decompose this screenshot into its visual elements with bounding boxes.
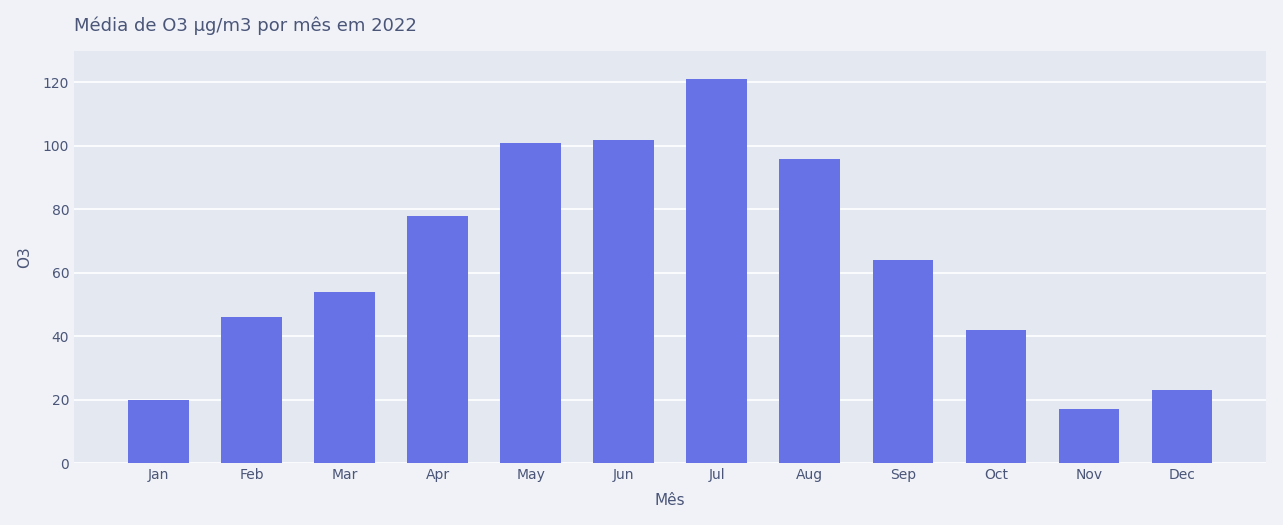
Bar bbox=[1152, 390, 1212, 464]
Bar bbox=[872, 260, 933, 464]
Bar bbox=[780, 159, 840, 464]
Y-axis label: O3: O3 bbox=[17, 246, 32, 268]
Bar bbox=[407, 216, 468, 464]
Text: Média de O3 µg/m3 por mês em 2022: Média de O3 µg/m3 por mês em 2022 bbox=[74, 17, 417, 35]
Bar bbox=[686, 79, 747, 464]
Bar bbox=[500, 143, 561, 464]
Bar bbox=[1058, 410, 1119, 464]
Bar bbox=[966, 330, 1026, 464]
Bar bbox=[594, 140, 654, 464]
X-axis label: Mês: Mês bbox=[654, 494, 685, 508]
Bar bbox=[314, 292, 375, 464]
Bar bbox=[128, 400, 189, 464]
Bar bbox=[221, 317, 282, 464]
